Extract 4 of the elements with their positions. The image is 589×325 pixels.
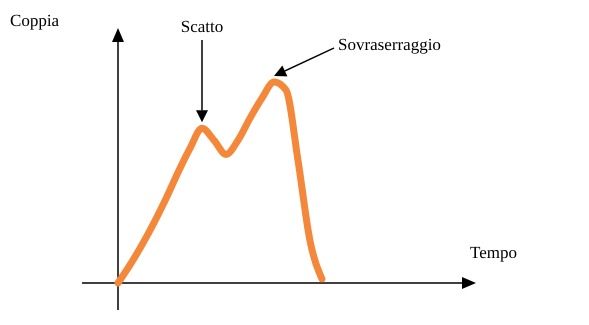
x-axis-title: Tempo: [470, 243, 517, 262]
y-axis-title: Coppia: [10, 11, 60, 30]
text: Sovraserraggio: [338, 35, 441, 54]
text: Scatto: [180, 17, 224, 36]
